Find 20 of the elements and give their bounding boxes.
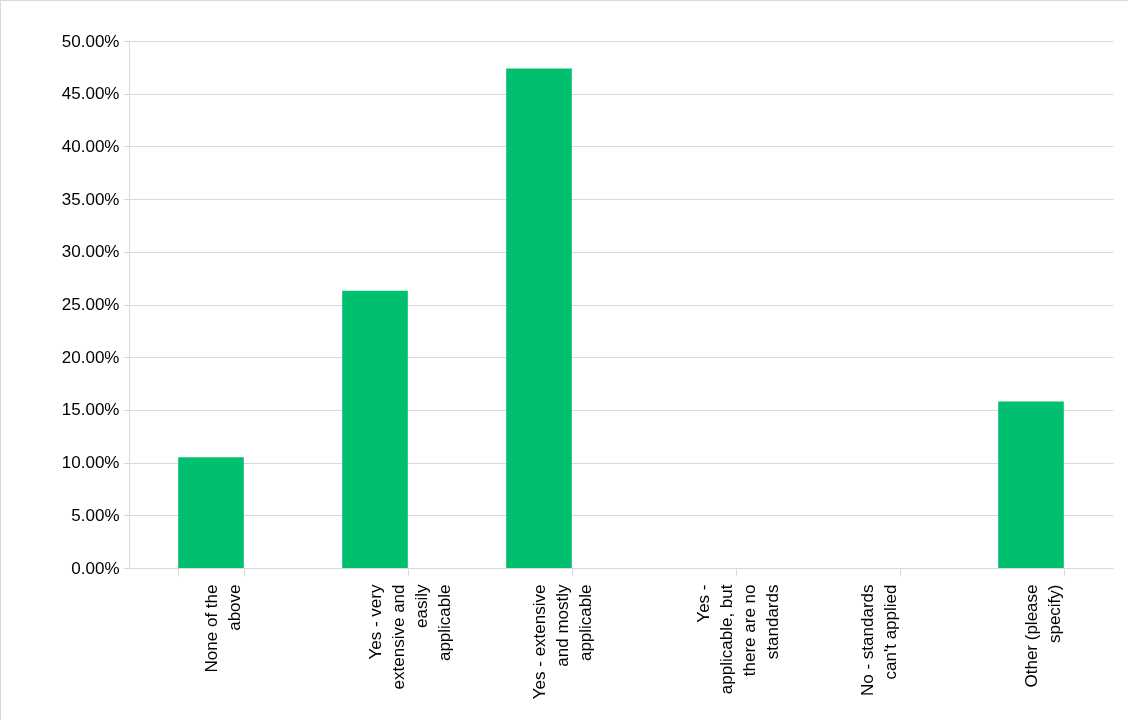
y-tick-label: 40.00% bbox=[61, 136, 120, 156]
bar bbox=[998, 401, 1064, 568]
y-tick-label: 25.00% bbox=[61, 295, 120, 314]
y-tick-label: 20.00% bbox=[61, 347, 120, 367]
y-tick-label: 5.00% bbox=[71, 505, 120, 525]
y-tick-label: 45.00% bbox=[61, 84, 120, 104]
x-tick-label: Yes - applicable, but there are no standards bbox=[693, 584, 782, 695]
x-tick-label: None of the above bbox=[201, 584, 244, 673]
y-tick-label: 50.00% bbox=[61, 31, 120, 51]
x-tick-label: Yes - very extensive and easily applicable bbox=[365, 584, 454, 690]
y-tick-label: 0.00% bbox=[71, 558, 120, 578]
y-tick-label: 30.00% bbox=[61, 242, 120, 262]
y-tick-label: 15.00% bbox=[61, 400, 120, 420]
x-tick-label: Other (please specify) bbox=[1021, 584, 1064, 688]
bar bbox=[342, 290, 408, 568]
x-tick-label: Yes - extensive and mostly applicable bbox=[529, 584, 595, 700]
bar bbox=[178, 457, 244, 568]
y-tick-label: 10.00% bbox=[61, 453, 120, 473]
bar bbox=[506, 68, 572, 568]
y-tick-label: 35.00% bbox=[61, 189, 120, 209]
